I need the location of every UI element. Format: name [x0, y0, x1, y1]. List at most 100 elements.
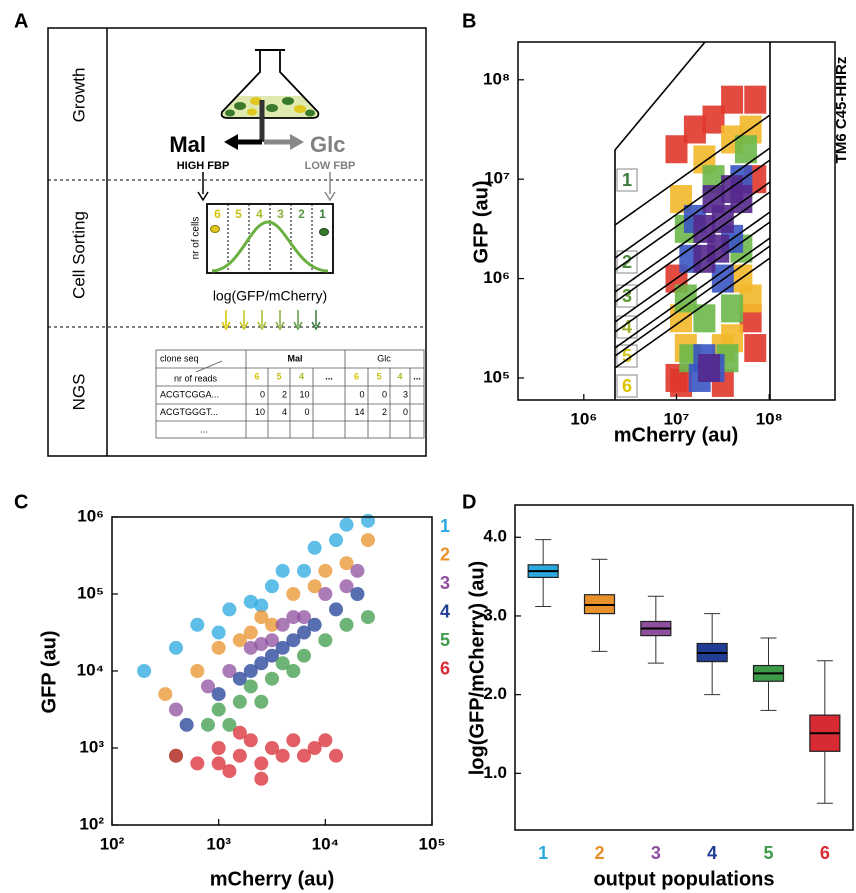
table-cell: 0: [382, 389, 387, 399]
density-cell: [665, 135, 688, 164]
plot-frame: [111, 516, 433, 826]
point: [264, 633, 279, 648]
table-column: 4: [397, 371, 402, 381]
point: [307, 579, 322, 594]
condition: Glc: [310, 132, 345, 157]
sort-arrow-head: [275, 321, 285, 331]
sort-arrow-head: [257, 321, 267, 331]
point: [318, 633, 333, 648]
table-cell: 14: [354, 407, 364, 417]
density-cell: [670, 368, 693, 397]
point: [286, 587, 301, 601]
stage-label: NGS: [69, 374, 88, 411]
point: [232, 725, 247, 740]
table-cells: Mal Glc 6 5 4... 6 5 4 ... ACGTCGGA... 0 2 10 0 0 3 ACGT…: [160, 353, 421, 434]
legend-entry: 6: [440, 658, 450, 678]
point: [137, 664, 152, 678]
density-cell: [697, 353, 720, 382]
stage-label: Growth: [69, 68, 88, 123]
legend-entry: 2: [440, 544, 450, 564]
point: [254, 771, 269, 786]
point: [190, 617, 205, 632]
point: [243, 664, 258, 678]
legend-entry: 4: [440, 601, 450, 621]
point: [329, 533, 344, 548]
condition-fbp: LOW FBP: [305, 160, 356, 172]
point: [200, 679, 215, 694]
stage-label: Cell Sorting: [69, 211, 88, 299]
point: [232, 748, 247, 763]
sort-arrow-head: [311, 321, 321, 331]
cell-icon: [319, 228, 329, 236]
point: [168, 640, 183, 655]
point: [232, 633, 247, 648]
table-cell: 0: [403, 407, 408, 417]
density-cell: [702, 105, 725, 134]
point: [200, 717, 215, 732]
point: [179, 717, 194, 732]
gate-label: 1: [319, 207, 326, 221]
y-tick-label: 4.0: [483, 527, 507, 546]
arrow-head: [290, 134, 304, 150]
x-tick-label: 10²: [100, 834, 125, 853]
x-tick-label: 10⁵: [419, 834, 446, 853]
point: [222, 602, 237, 617]
gate-label: 5: [622, 346, 632, 366]
point: [297, 748, 312, 763]
point: [297, 648, 312, 663]
point: [339, 579, 354, 594]
y-tick-label: 10⁴: [77, 660, 104, 679]
y-axis-label: GFP (au): [38, 631, 60, 714]
point: [254, 637, 269, 652]
point: [232, 694, 247, 709]
point: [329, 748, 344, 763]
point: [168, 748, 183, 763]
point: [222, 664, 237, 678]
y-tick-label: 3.0: [483, 605, 507, 624]
table-cell: 2: [282, 389, 287, 399]
point: [360, 533, 375, 548]
density-cell: [734, 135, 757, 164]
gate-label-box: [616, 374, 638, 398]
point: [297, 563, 312, 578]
plot-frame: [514, 504, 854, 831]
sort-arrow-head: [293, 321, 303, 331]
density-cell: [744, 85, 767, 114]
point: [318, 563, 333, 578]
table-cell: 10: [299, 389, 309, 399]
frame: [47, 27, 427, 457]
gate-label: 6: [214, 207, 221, 221]
x-axis-label: mCherry (au): [614, 424, 738, 446]
sort-arrow-head: [221, 321, 231, 331]
distribution-curve: [211, 220, 329, 273]
x-axis-label: output populations: [593, 868, 774, 890]
point: [286, 733, 301, 748]
point: [360, 513, 375, 528]
point: [275, 563, 290, 578]
table-column: 5: [276, 371, 281, 381]
y-tick-label: 2.0: [483, 684, 507, 703]
point: [275, 656, 290, 671]
gate-label: 3: [622, 286, 632, 306]
table-group: Glc: [377, 353, 391, 363]
gate-lines: [227, 204, 313, 273]
table-column: 4: [299, 371, 304, 381]
table-cell: 2: [382, 407, 387, 417]
density-cell: [693, 304, 716, 333]
point: [275, 748, 290, 763]
x-tick-label: 10⁸: [756, 409, 783, 428]
gate-label: 5: [235, 207, 242, 221]
gate-label: 4: [622, 317, 632, 337]
x-tick-label: 1: [538, 843, 548, 863]
point: [297, 610, 312, 625]
legend-entry: 3: [440, 573, 450, 593]
x-tick-label: 2: [594, 843, 604, 863]
point: [254, 756, 269, 771]
point: [264, 741, 279, 755]
gate-label-box: [616, 315, 638, 339]
point: [264, 579, 279, 594]
cell-icon: [210, 225, 220, 233]
x-axis-label: mCherry (au): [210, 868, 334, 890]
density-cell: [721, 85, 744, 114]
